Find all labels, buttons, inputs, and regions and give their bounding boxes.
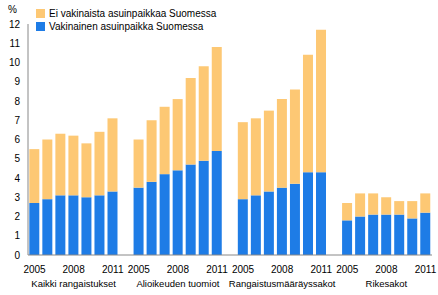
svg-text:2008: 2008: [375, 264, 398, 275]
svg-text:7: 7: [14, 115, 20, 126]
svg-text:8: 8: [14, 96, 20, 107]
svg-text:3: 3: [14, 192, 20, 203]
svg-text:2008: 2008: [62, 264, 85, 275]
svg-text:2011: 2011: [102, 264, 124, 275]
svg-text:2011: 2011: [415, 264, 437, 275]
svg-text:Alioikeuden tuomiot: Alioikeuden tuomiot: [136, 278, 219, 289]
svg-text:0: 0: [14, 250, 20, 261]
svg-text:2005: 2005: [232, 264, 255, 275]
svg-text:12: 12: [9, 19, 21, 30]
svg-text:9: 9: [14, 76, 20, 87]
svg-text:11: 11: [10, 38, 21, 49]
svg-text:2008: 2008: [167, 264, 190, 275]
svg-text:2005: 2005: [128, 264, 151, 275]
html-text:Vakinainen asuinpaikka Suomess: Vakinainen asuinpaikka Suomessa: [49, 21, 204, 32]
svg-text:2011: 2011: [206, 264, 228, 275]
svg-text:Rikesakot: Rikesakot: [366, 278, 408, 289]
svg-text:2005: 2005: [336, 264, 359, 275]
html-text:Ei vakinaista asuinpaikkaa Suo: Ei vakinaista asuinpaikkaa Suomessa: [49, 8, 217, 19]
svg-text:10: 10: [9, 57, 21, 68]
svg-text:Kaikki rangaistukset: Kaikki rangaistukset: [31, 278, 116, 289]
svg-text:2008: 2008: [271, 264, 294, 275]
svg-text:4: 4: [14, 173, 20, 184]
svg-text:1: 1: [14, 230, 20, 241]
svg-text:2: 2: [14, 211, 20, 222]
svg-text:2005: 2005: [23, 264, 46, 275]
svg-text:6: 6: [14, 134, 20, 145]
svg-text:Rangaistusmääräyssakot: Rangaistusmääräyssakot: [229, 278, 336, 289]
svg-text:2011: 2011: [310, 264, 332, 275]
svg-text:5: 5: [14, 153, 20, 164]
